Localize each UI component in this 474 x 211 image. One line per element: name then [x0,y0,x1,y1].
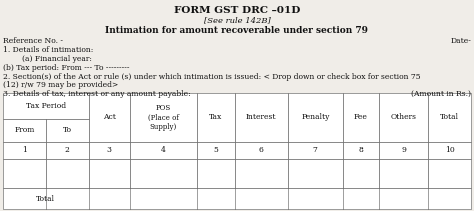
Text: Intimation for amount recoverable under section 79: Intimation for amount recoverable under … [106,26,368,35]
Text: 2. Section(s) of the Act or rule (s) under which intimation is issued: < Drop do: 2. Section(s) of the Act or rule (s) und… [3,73,420,81]
Bar [343,159,379,188]
Bar [379,142,428,159]
Text: POS
(Place of
Supply): POS (Place of Supply) [148,104,179,131]
Bar [288,159,343,188]
Text: Penalty: Penalty [301,113,329,121]
Bar [46,119,89,142]
Text: 3: 3 [107,146,112,154]
Text: [See rule 142B]: [See rule 142B] [204,16,270,24]
Bar [89,159,130,188]
Text: (12) r/w 79 may be provided>: (12) r/w 79 may be provided> [3,81,118,89]
Text: 9: 9 [401,146,406,154]
Bar [3,119,46,142]
Bar [46,159,89,188]
Bar [428,159,471,188]
Text: 2: 2 [64,146,70,154]
Bar [235,159,288,188]
Bar [197,159,235,188]
Bar [288,142,343,159]
Bar [130,93,197,142]
Text: Fee: Fee [354,113,368,121]
Bar [197,142,235,159]
Text: (b) Tax period: From --- To ---------: (b) Tax period: From --- To --------- [3,64,129,72]
Text: 6: 6 [259,146,264,154]
Bar [379,159,428,188]
Bar [343,142,379,159]
Text: Tax Period: Tax Period [26,102,66,110]
Text: Total: Total [36,195,55,203]
Bar [428,93,471,142]
Bar [3,159,46,188]
Text: Others: Others [391,113,417,121]
Text: Act: Act [103,113,116,121]
Bar [89,93,130,142]
Bar [3,93,89,119]
Text: 10: 10 [445,146,455,154]
Text: Tax: Tax [209,113,222,121]
Text: (a) Financial year:: (a) Financial year: [3,55,92,63]
Text: 4: 4 [161,146,166,154]
Bar [130,142,197,159]
Text: Date-: Date- [450,37,471,45]
Bar [428,142,471,159]
Bar [3,142,46,159]
Text: Reference No. -: Reference No. - [3,37,63,45]
Bar [235,93,288,142]
Text: (Amount in Rs.): (Amount in Rs.) [411,90,471,98]
Bar [343,93,379,142]
Bar [89,142,130,159]
Text: 1. Details of intimation:: 1. Details of intimation: [3,46,93,54]
Bar [46,142,89,159]
Bar [379,93,428,142]
Text: To: To [63,126,72,134]
Text: 1: 1 [22,146,27,154]
Text: 8: 8 [358,146,364,154]
Text: Total: Total [440,113,459,121]
Bar [3,188,471,209]
Text: 7: 7 [313,146,318,154]
Bar [235,142,288,159]
Text: 5: 5 [213,146,218,154]
Text: FORM GST DRC –01D: FORM GST DRC –01D [174,6,300,15]
Bar [130,159,197,188]
Text: From: From [14,126,35,134]
Bar [288,93,343,142]
Bar [197,93,235,142]
Text: 3. Details of tax, interest or any amount payable:: 3. Details of tax, interest or any amoun… [3,90,191,98]
Text: Interest: Interest [246,113,276,121]
